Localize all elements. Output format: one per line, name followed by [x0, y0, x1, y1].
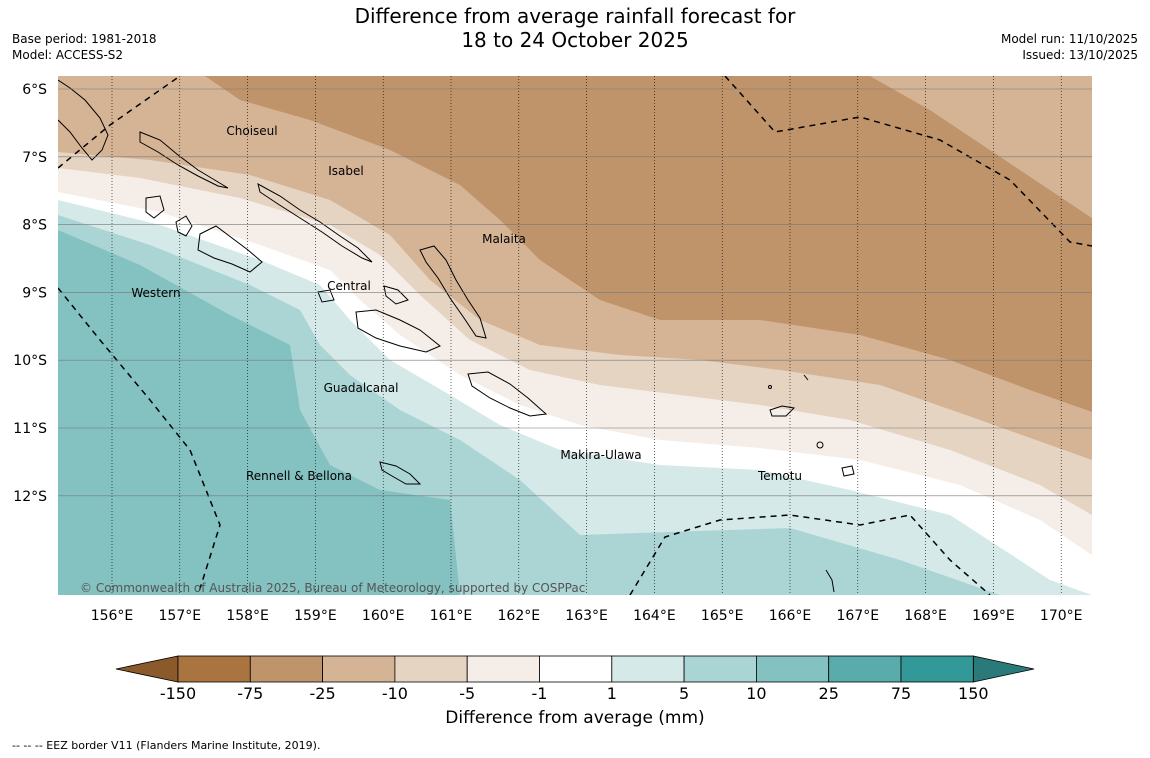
- meta-left: Base period: 1981-2018 Model: ACCESS-S2: [12, 31, 157, 63]
- lon-tick-label: 165°E: [701, 608, 744, 624]
- map-title: Difference from average rainfall forecas…: [0, 4, 1150, 52]
- colorbar-swatch: [900, 655, 974, 683]
- band-neg75-neg25: [205, 76, 1092, 412]
- lon-tick-label: 167°E: [837, 608, 880, 624]
- province-labels: Choiseul Isabel Malaita Central Western Guada…: [131, 124, 802, 483]
- colorbar-tick-label: -25: [310, 684, 336, 703]
- colorbar-swatch: [322, 655, 396, 683]
- coast-islet-4: [803, 374, 809, 381]
- issued-date: Issued: 13/10/2025: [1022, 48, 1138, 62]
- province-label: Temotu: [757, 469, 802, 483]
- province-label: Guadalcanal: [324, 381, 399, 395]
- province-label: Choiseul: [226, 124, 277, 138]
- coast-bougainville: [58, 79, 109, 161]
- eez-border-northeast: [724, 76, 1092, 247]
- colorbar-tick-label: 5: [679, 684, 689, 703]
- coast-temotu-2: [841, 465, 855, 477]
- colorbar-swatch: [828, 655, 902, 683]
- province-label: Central: [327, 279, 371, 293]
- lon-tick-label: 170°E: [1040, 608, 1083, 624]
- colorbar-swatch: [756, 655, 830, 683]
- lon-tick-label: 162°E: [498, 608, 541, 624]
- model-run: Model run: 11/10/2025: [1000, 32, 1138, 46]
- province-label: Makira-Ulawa: [560, 448, 641, 462]
- colorbar-tick-label: -75: [237, 684, 263, 703]
- lon-tick-label: 157°E: [159, 608, 202, 624]
- lat-tick-label: 12°S: [13, 489, 47, 505]
- lon-tick-label: 160°E: [362, 608, 405, 624]
- coast-rennell: [379, 461, 422, 485]
- colorbar: -150 -75 -25 -10 -5 -1 1 5 10 25 75 150: [115, 655, 1035, 703]
- coast-malaita: [419, 245, 487, 339]
- colorbar-swatch: [394, 655, 468, 683]
- colorbar-swatch: [539, 655, 613, 683]
- lon-tick-label: 169°E: [972, 608, 1015, 624]
- colorbar-tick-label: -150: [160, 684, 196, 703]
- colorbar-tick-label: -10: [382, 684, 408, 703]
- colorbar-swatch: [466, 655, 540, 683]
- coast-islet-2: [768, 385, 772, 389]
- eez-border-north: [58, 76, 181, 169]
- lon-tick-label: 168°E: [904, 608, 947, 624]
- province-label: Western: [131, 286, 180, 300]
- coast-western-3: [145, 195, 165, 219]
- lat-tick-label: 10°S: [13, 353, 47, 369]
- colorbar-tick-label: 10: [746, 684, 766, 703]
- latitude-labels: 6°S 7°S 8°S 9°S 10°S 11°S 12°S: [13, 82, 47, 505]
- lon-tick-label: 164°E: [633, 608, 676, 624]
- lon-tick-label: 166°E: [769, 608, 812, 624]
- province-label: Isabel: [328, 164, 363, 178]
- base-period: Base period: 1981-2018: [12, 32, 157, 46]
- meta-right: Model run: 11/10/2025 Issued: 13/10/2025: [1001, 31, 1138, 63]
- coast-isabel: [257, 183, 373, 263]
- province-label: Rennell & Bellona: [246, 469, 352, 483]
- eez-border-west: [58, 287, 221, 595]
- colorbar-swatch: [611, 655, 685, 683]
- lon-tick-label: 163°E: [565, 608, 608, 624]
- lat-tick-label: 7°S: [22, 150, 47, 166]
- colorbar-tick-label: 1: [607, 684, 617, 703]
- coast-central-1: [317, 289, 335, 303]
- coast-western-1: [175, 215, 193, 237]
- lon-tick-label: 158°E: [226, 608, 269, 624]
- title-line-2: 18 to 24 October 2025: [461, 28, 689, 52]
- colorbar-swatch: [249, 655, 324, 683]
- colorbar-swatch: [683, 655, 757, 683]
- model-name: Model: ACCESS-S2: [12, 48, 124, 62]
- colorbar-title: Difference from average (mm): [445, 708, 705, 728]
- colorbar-tick-label: 150: [958, 684, 989, 703]
- coast-western-2: [197, 225, 263, 273]
- eez-borders: [58, 76, 1092, 595]
- lat-tick-label: 6°S: [22, 82, 47, 98]
- coast-makira: [467, 371, 548, 417]
- colorbar-tick-label: 75: [891, 684, 911, 703]
- coast-islet-3: [825, 569, 835, 593]
- eez-border-south: [629, 514, 991, 595]
- lon-tick-label: 159°E: [294, 608, 337, 624]
- longitude-labels: 156°E 157°E 158°E 159°E 160°E 161°E 162°E 163°E…: [91, 608, 1083, 624]
- lon-tick-label: 161°E: [430, 608, 473, 624]
- coast-guadalcanal: [355, 309, 441, 353]
- eez-legend-note: -- -- -- EEZ border V11 (Flanders Marine…: [12, 739, 321, 752]
- province-label: Malaita: [482, 232, 526, 246]
- coast-central-2: [383, 285, 409, 305]
- colorbar-swatch: [177, 655, 251, 683]
- colorbar-over-arrow: [972, 655, 1035, 683]
- graticule: [58, 76, 1092, 595]
- lat-tick-label: 8°S: [22, 218, 47, 234]
- lon-tick-label: 156°E: [91, 608, 134, 624]
- rainfall-anomaly-field: [58, 76, 1092, 595]
- colorbar-tick-label: -5: [459, 684, 475, 703]
- copyright-text: © Commonwealth of Australia 2025, Bureau…: [80, 581, 585, 595]
- title-line-1: Difference from average rainfall forecas…: [354, 4, 796, 28]
- coast-islet-1: [816, 441, 824, 449]
- colorbar-tick-label: 25: [819, 684, 839, 703]
- lat-tick-label: 9°S: [22, 285, 47, 301]
- colorbar-under-arrow: [115, 655, 179, 683]
- colorbar-tick-label: -1: [532, 684, 548, 703]
- band-neg25-neg10-ne: [870, 76, 1092, 218]
- lat-tick-label: 11°S: [13, 421, 47, 437]
- coast-choiseul: [139, 131, 229, 189]
